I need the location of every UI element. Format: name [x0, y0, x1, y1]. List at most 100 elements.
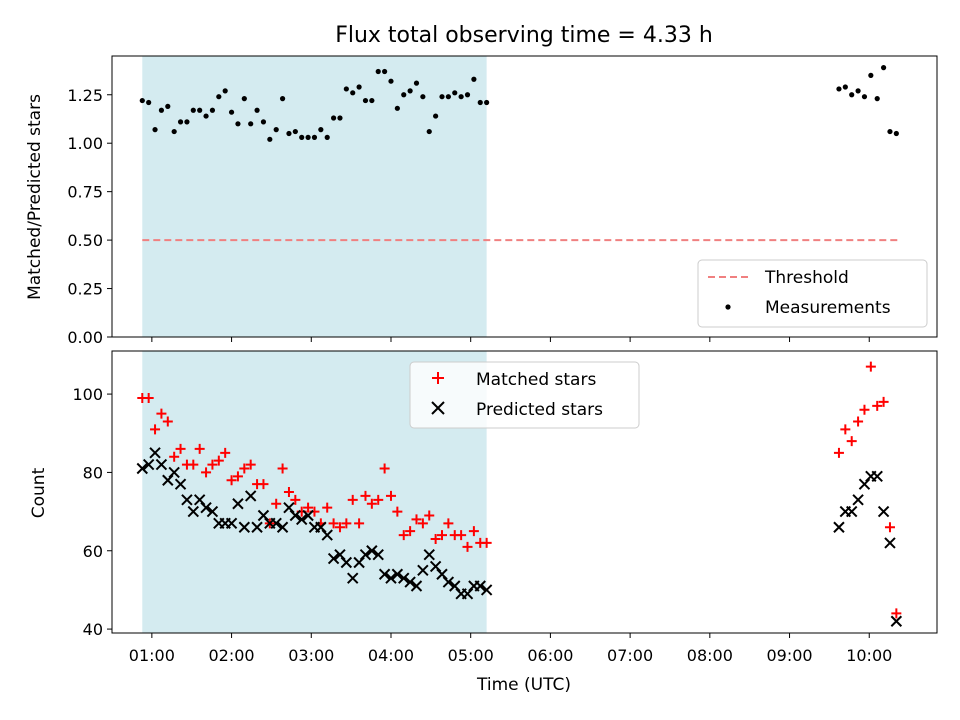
matched-star-point — [290, 494, 301, 505]
x-tick-label: 04:00 — [368, 646, 414, 665]
measurement-point — [849, 92, 855, 98]
bottom-y-axis-label: Count — [29, 467, 49, 518]
measurement-point — [887, 128, 893, 135]
matched-star-point — [271, 498, 282, 509]
matched-star-point — [347, 494, 358, 505]
matched-star-point — [328, 518, 339, 529]
measurement-point — [254, 107, 260, 113]
predicted-star-point — [347, 572, 359, 584]
predicted-star-point — [391, 568, 404, 580]
predicted-star-point — [142, 458, 155, 471]
measurement-point — [375, 68, 381, 75]
matched-star-point — [245, 459, 256, 470]
matched-star-point — [392, 506, 403, 517]
measurement-point — [874, 96, 880, 102]
matched-star-point — [303, 502, 314, 513]
measurement-point — [299, 134, 305, 140]
predicted-star-point — [436, 568, 448, 580]
measurement-point — [184, 119, 190, 125]
predicted-star-point — [410, 580, 423, 592]
predicted-star-point — [884, 537, 896, 549]
measurement-point — [139, 97, 145, 104]
measurement-point — [855, 88, 861, 94]
chart-title: Flux total observing time = 4.33 h — [335, 23, 713, 48]
predicted-star-point — [193, 494, 206, 506]
predicted-star-point — [846, 505, 858, 518]
matched-star-point — [283, 487, 294, 497]
measurement-point — [369, 97, 375, 104]
matched-star-point — [379, 463, 390, 474]
measurement-point — [401, 92, 407, 98]
predicted-star-point — [251, 521, 263, 533]
predicted-star-point — [174, 478, 187, 490]
matched-star-point — [258, 479, 269, 490]
matched-stars-series — [137, 361, 902, 619]
matched-star-point — [156, 408, 167, 419]
predicted-star-point — [378, 568, 391, 580]
measurement-point — [311, 134, 318, 140]
predicted-star-point — [877, 505, 890, 518]
measurements-series — [139, 65, 899, 142]
measurement-point — [394, 105, 400, 111]
matched-star-point — [872, 400, 883, 411]
top-y-tick-label: 0.25 — [67, 280, 103, 299]
matched-star-point — [322, 502, 333, 513]
predicted-star-point — [474, 580, 486, 592]
predicted-star-point — [327, 552, 340, 565]
top-y-axis: 0.00 0.25 0.50 0.75 1.00 1.25 — [67, 86, 112, 347]
measurement-point — [260, 119, 267, 125]
predicted-star-point — [429, 560, 442, 573]
top-y-tick-label: 0.50 — [67, 231, 103, 250]
predicted-legend-swatch — [431, 401, 445, 415]
predicted-star-point — [225, 517, 238, 530]
measurement-point — [209, 107, 216, 113]
bottom-y-tick-label: 100 — [72, 385, 103, 404]
bottom-panel: 40 60 80 100 01:00 02:00 03:00 04:00 05:00 06:00… — [29, 350, 938, 695]
measurement-point — [356, 84, 362, 90]
predicted-star-point — [232, 498, 244, 510]
matched-star-point — [150, 424, 161, 435]
predicted-star-point — [858, 478, 871, 490]
matched-star-point — [405, 526, 416, 537]
measurement-point — [190, 107, 196, 113]
measurement-point — [343, 86, 349, 92]
measurements-legend-label: Measurements — [765, 298, 891, 318]
predicted-star-point — [353, 556, 365, 569]
matched-star-point — [884, 522, 895, 533]
measurement-point — [433, 113, 439, 119]
measurement-point — [165, 103, 171, 109]
measurement-point — [484, 99, 490, 106]
measurement-point — [861, 94, 868, 100]
matched-star-point — [846, 436, 857, 447]
matched-star-point — [411, 514, 422, 525]
matched-star-point — [437, 530, 447, 541]
predicted-star-point — [206, 505, 219, 518]
measurement-point — [382, 68, 388, 75]
top-y-tick-label: 0.75 — [67, 183, 103, 202]
matched-star-point — [220, 447, 231, 458]
matched-star-point — [201, 467, 212, 478]
predicted-star-point — [334, 548, 346, 561]
threshold-legend-label: Threshold — [764, 268, 849, 288]
matched-star-point — [891, 608, 902, 619]
matched-star-point — [143, 393, 154, 403]
matched-star-point — [462, 541, 473, 552]
matched-star-point — [360, 490, 371, 501]
measurement-point — [842, 84, 848, 90]
measurement-point — [445, 94, 451, 100]
matched-star-point — [232, 471, 243, 482]
measurement-point — [197, 107, 203, 113]
predicted-star-point — [244, 490, 257, 502]
matched-star-point — [194, 443, 205, 454]
predicted-star-point — [302, 509, 314, 522]
measurement-point — [203, 113, 209, 119]
matched-star-point — [859, 404, 870, 415]
measurement-point — [477, 99, 483, 106]
matched-star-point — [162, 416, 173, 427]
predicted-star-point — [423, 548, 435, 561]
measurement-point — [152, 127, 158, 133]
measurement-point — [279, 96, 286, 102]
top-panel: 0.00 0.25 0.50 0.75 1.00 1.25 Flux total obse… — [25, 23, 938, 347]
matched-star-point — [468, 526, 479, 537]
matched-star-point — [341, 518, 352, 529]
